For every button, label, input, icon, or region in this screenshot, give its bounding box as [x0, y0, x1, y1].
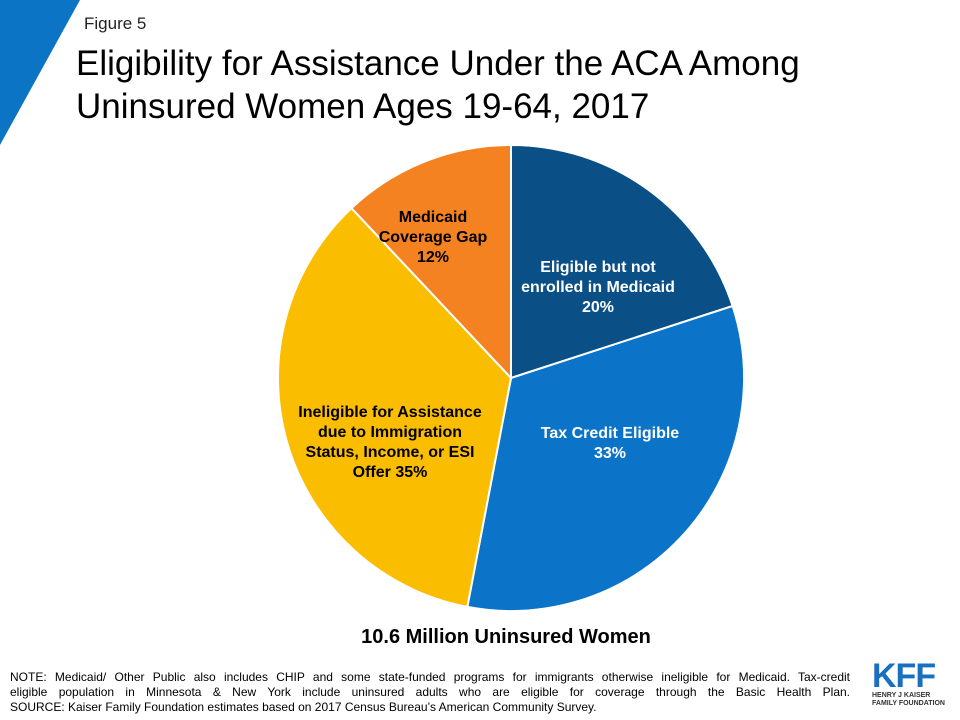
chart-title: Eligibility for Assistance Under the ACA… [76, 42, 936, 128]
slice-label-1: Eligible but not enrolled in Medicaid 20% [521, 259, 675, 316]
notes: NOTE: Medicaid/ Other Public also includ… [10, 670, 850, 715]
pie-slice-4 [350, 143, 512, 381]
chart-title-line-2: Uninsured Women Ages 19-64, 2017 [76, 87, 650, 126]
chart-title-line-1: Eligibility for Assistance Under the ACA… [76, 44, 800, 83]
note-line-2: eligible population in Minnesota & New Y… [10, 685, 850, 699]
figure-label: Figure 5 [84, 14, 147, 33]
note-line-1: NOTE: Medicaid/ Other Public also includ… [10, 670, 850, 684]
pie-slice-3 [277, 206, 513, 609]
kff-logo-org-1: HENRY J KAISER [872, 692, 931, 699]
corner-accent [0, 0, 80, 145]
slice-label-2: Tax Credit Eligible 33% [541, 425, 680, 462]
kff-logo: KFF HENRY J KAISER FAMILY FOUNDATION [872, 657, 952, 708]
pie-slice-1 [510, 143, 734, 380]
kff-logo-org-2: FAMILY FOUNDATION [872, 700, 945, 707]
pie-slice-2 [466, 304, 745, 612]
kff-logo-text: KFF [872, 657, 936, 695]
chart-subtitle: 10.6 Million Uninsured Women [361, 626, 651, 648]
slice-label-3: Ineligible for Assistance due to Immigrat… [298, 404, 482, 481]
source-line: SOURCE: Kaiser Family Foundation estimat… [10, 700, 597, 714]
slice-label-4: Medicaid Coverage Gap 12% [379, 209, 488, 266]
